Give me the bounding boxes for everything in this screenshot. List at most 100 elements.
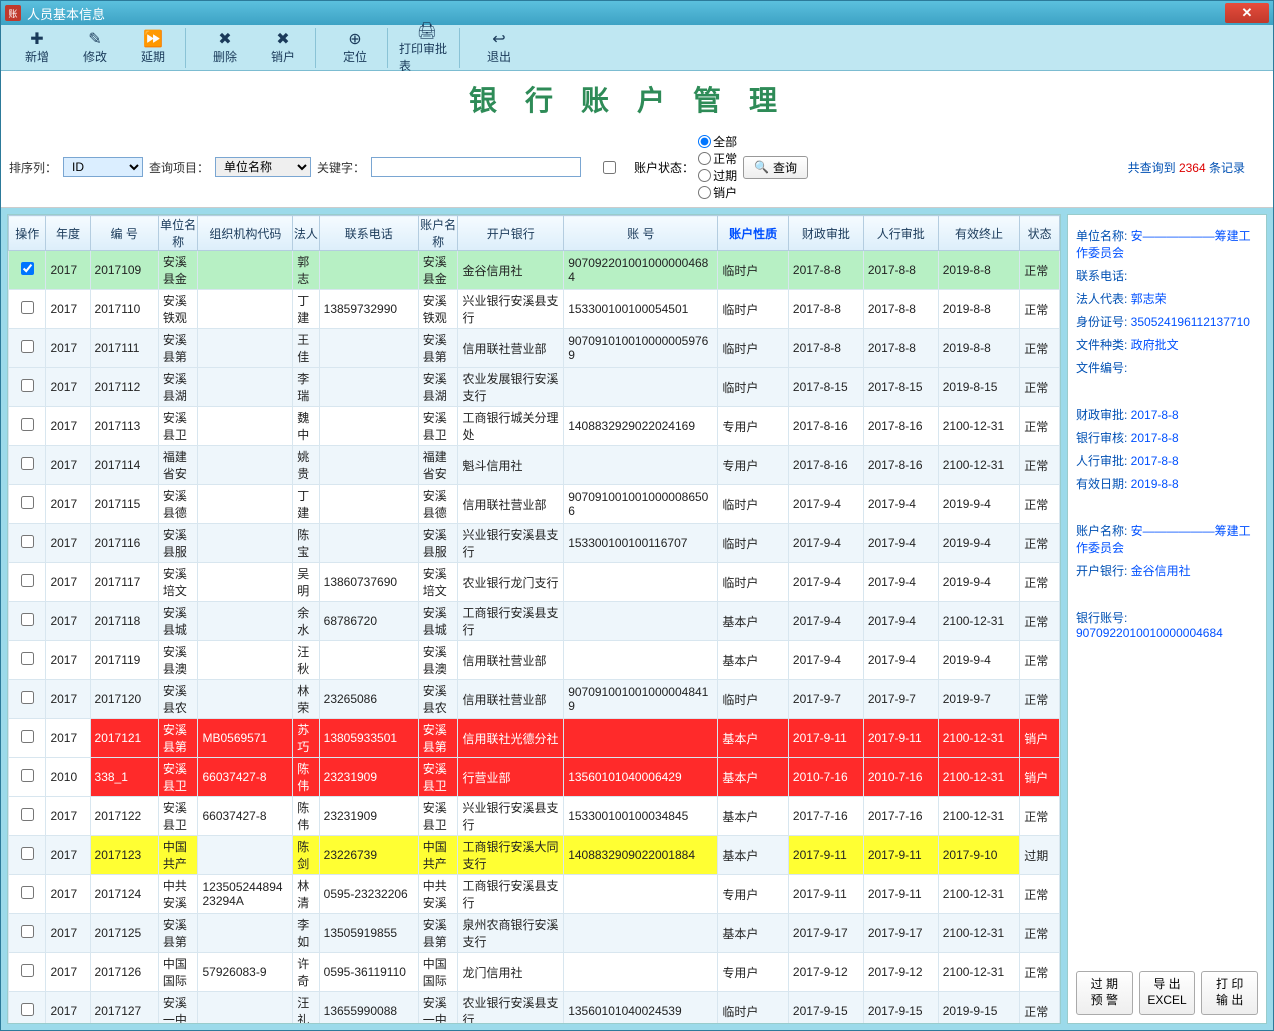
table-row[interactable]: 20172017124中共安溪12350524489423294A林清0595-… [9,875,1060,914]
table-row[interactable]: 20172017120安溪县农林荣23265086安溪县农信用联社营业部9070… [9,680,1060,719]
row-checkbox[interactable] [21,964,34,977]
toolbar-add[interactable]: ✚新增 [9,27,65,69]
detail-field: 有效日期: 2019-8-8 [1076,475,1258,492]
row-checkbox[interactable] [21,262,34,275]
col-acctno[interactable]: 账 号 [564,216,718,251]
status-radio-0[interactable] [698,135,711,148]
row-checkbox[interactable] [21,379,34,392]
detail-field: 文件编号: [1076,359,1258,376]
col-fin[interactable]: 财政审批 [788,216,863,251]
table-row[interactable]: 20172017110安溪铁观丁建13859732990安溪铁观兴业银行安溪县支… [9,290,1060,329]
table-row[interactable]: 20172017114福建省安姚贵福建省安魁斗信用社专用户2017-8-1620… [9,446,1060,485]
row-checkbox[interactable] [21,886,34,899]
side-btn-warn[interactable]: 过 期预 警 [1076,971,1133,1015]
row-checkbox[interactable] [21,574,34,587]
side-btn-export[interactable]: 导 出EXCEL [1139,971,1196,1015]
page-banner: 银行账户管理 [1,71,1273,127]
proj-label: 查询项目： [149,159,209,176]
table-row[interactable]: 20172017126中国国际57926083-9许奇0595-36119110… [9,953,1060,992]
col-op[interactable]: 操作 [9,216,46,251]
filter-checkbox[interactable] [603,161,616,174]
main-area: 操作年度编 号单位名称组织机构代码法人联系电话账户名称开户银行账 号账户性质财政… [1,208,1273,1030]
row-checkbox[interactable] [21,652,34,665]
kw-label: 关键字： [317,159,365,176]
toolbar-extend[interactable]: ⏩延期 [125,27,181,69]
table-row[interactable]: 20172017122安溪县卫66037427-8陈伟23231909安溪县卫兴… [9,797,1060,836]
table-row[interactable]: 20172017115安溪县德丁建安溪县德信用联社营业部907091001001… [9,485,1060,524]
close-acct-icon: ✖ [274,30,292,48]
col-year[interactable]: 年度 [46,216,90,251]
window-title: 人员基本信息 [27,4,1225,23]
col-org[interactable]: 组织机构代码 [198,216,293,251]
table-row[interactable]: 20172017123中国共产陈剑23226739中国共产工商银行安溪大同支行1… [9,836,1060,875]
row-checkbox[interactable] [21,535,34,548]
table-row[interactable]: 20172017127安溪一中汪礼13655990088安溪一中农业银行安溪县支… [9,992,1060,1025]
filter-bar: 排序列： ID 查询项目： 单位名称 关键字： 账户状态： 全部正常过期销户 🔍… [1,127,1273,208]
col-bank[interactable]: 开户银行 [458,216,564,251]
col-pboc[interactable]: 人行审批 [863,216,938,251]
sort-label: 排序列： [9,159,57,176]
toolbar: ✚新增✎修改⏩延期 ✖删除✖销户 ⊕定位 🖨打印审批表 ↩退出 [1,25,1273,71]
close-button[interactable]: ✕ [1225,3,1269,23]
table-row[interactable]: 20172017112安溪县湖李瑞安溪县湖农业发展银行安溪支行临时户2017-8… [9,368,1060,407]
table-row[interactable]: 20172017113安溪县卫魏中安溪县卫工商银行城关分理处1408832929… [9,407,1060,446]
col-stat[interactable]: 状态 [1020,216,1060,251]
row-checkbox[interactable] [21,613,34,626]
main-window: 账 人员基本信息 ✕ ✚新增✎修改⏩延期 ✖删除✖销户 ⊕定位 🖨打印审批表 ↩退出 银… [0,0,1274,1031]
col-phone[interactable]: 联系电话 [319,216,418,251]
status-radio-1[interactable] [698,152,711,165]
detail-field: 开户银行: 金谷信用社 [1076,562,1258,579]
table-row[interactable]: 20172017121安溪县第MB0569571苏巧13805933501安溪县… [9,719,1060,758]
search-icon: 🔍 [754,160,769,174]
toolbar-exit[interactable]: ↩退出 [471,27,527,69]
col-unit[interactable]: 单位名称 [158,216,198,251]
table-row[interactable]: 20172017116安溪县服陈宝安溪县服兴业银行安溪县支行1533001001… [9,524,1060,563]
row-checkbox[interactable] [21,769,34,782]
table-row[interactable]: 20172017125安溪县第李如13505919855安溪县第泉州农商银行安溪… [9,914,1060,953]
table-row[interactable]: 20172017111安溪县第王佳安溪县第信用联社营业部907091010010… [9,329,1060,368]
row-checkbox[interactable] [21,925,34,938]
table-row[interactable]: 20172017109安溪县金郭志安溪县金金谷信用社90709220100100… [9,251,1060,290]
toolbar-print-form[interactable]: 🖨打印审批表 [399,27,455,69]
row-checkbox[interactable] [21,496,34,509]
toolbar-close-acct[interactable]: ✖销户 [255,27,311,69]
row-checkbox[interactable] [21,457,34,470]
detail-field: 身份证号: 350524196112137710 [1076,313,1258,330]
row-checkbox[interactable] [21,1003,34,1016]
keyword-input[interactable] [371,157,581,177]
toolbar-locate[interactable]: ⊕定位 [327,27,383,69]
table-row[interactable]: 20172017117安溪培文吴明13860737690安溪培文农业银行龙门支行… [9,563,1060,602]
detail-field: 银行账号: 9070922010010000004684 [1076,609,1258,640]
col-no[interactable]: 编 号 [90,216,158,251]
project-select[interactable]: 单位名称 [215,157,311,177]
status-radio-3[interactable] [698,186,711,199]
toolbar-edit[interactable]: ✎修改 [67,27,123,69]
table-row[interactable]: 20172017118安溪县城余水68786720安溪县城工商银行安溪县支行基本… [9,602,1060,641]
row-checkbox[interactable] [21,847,34,860]
app-icon: 账 [5,5,21,21]
table-row[interactable]: 2010338_1安溪县卫66037427-8陈伟23231909安溪县卫行营业… [9,758,1060,797]
sort-select[interactable]: ID [63,157,143,177]
detail-field: 单位名称: 安——————筹建工作委员会 [1076,227,1258,261]
row-checkbox[interactable] [21,418,34,431]
row-checkbox[interactable] [21,301,34,314]
detail-field: 联系电话: [1076,267,1258,284]
row-checkbox[interactable] [21,340,34,353]
row-checkbox[interactable] [21,730,34,743]
col-nature[interactable]: 账户性质 [718,216,789,251]
delete-icon: ✖ [216,30,234,48]
status-radio-2[interactable] [698,169,711,182]
add-icon: ✚ [28,30,46,48]
col-expire[interactable]: 有效终止 [938,216,1020,251]
row-checkbox[interactable] [21,808,34,821]
data-grid[interactable]: 操作年度编 号单位名称组织机构代码法人联系电话账户名称开户银行账 号账户性质财政… [7,214,1061,1024]
side-btn-print[interactable]: 打 印输 出 [1201,971,1258,1015]
col-acctname[interactable]: 账户名称 [418,216,458,251]
col-legal[interactable]: 法人 [293,216,319,251]
titlebar: 账 人员基本信息 ✕ [1,1,1273,25]
row-checkbox[interactable] [21,691,34,704]
table-row[interactable]: 20172017119安溪县澳汪秋安溪县澳信用联社营业部基本户2017-9-42… [9,641,1060,680]
detail-field: 财政审批: 2017-8-8 [1076,406,1258,423]
toolbar-delete[interactable]: ✖删除 [197,27,253,69]
query-button[interactable]: 🔍 查询 [743,156,808,179]
